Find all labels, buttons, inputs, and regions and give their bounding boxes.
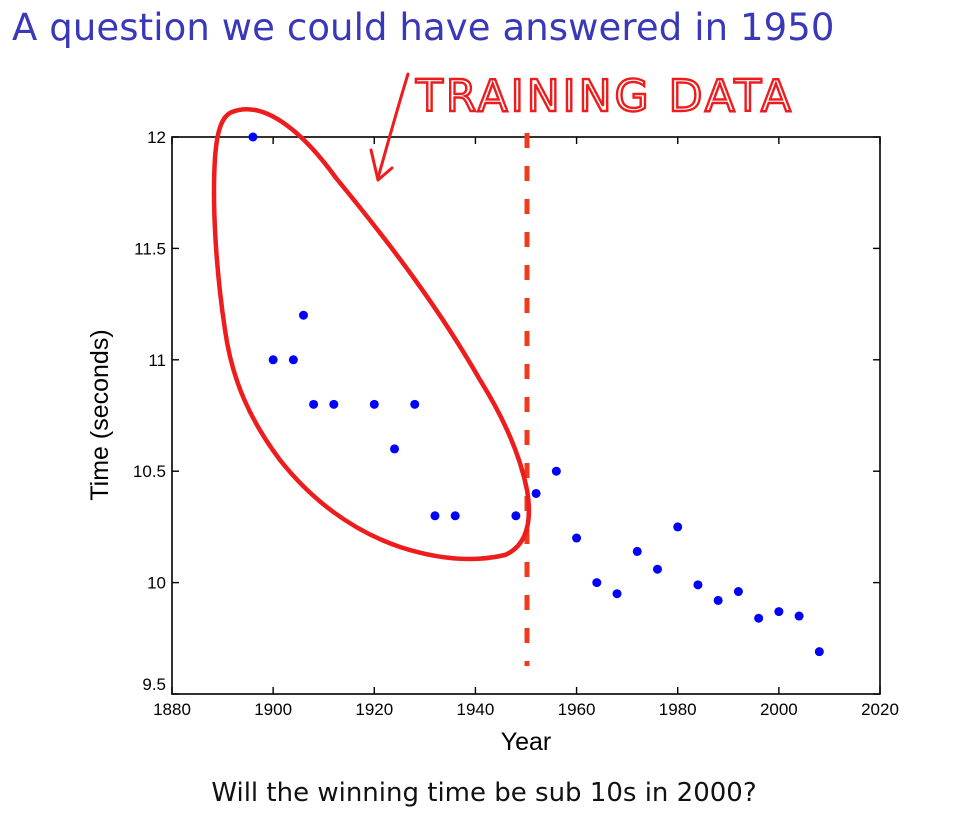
- data-point: [430, 511, 440, 521]
- data-point: [531, 488, 541, 498]
- data-point: [754, 613, 764, 623]
- x-tick-label: 1960: [558, 700, 596, 719]
- y-tick-label: 11: [148, 351, 166, 370]
- annotation-layer: TRAINING DATA: [211, 70, 794, 562]
- annotation-arrow: [376, 72, 410, 180]
- training-data-circle: [211, 107, 532, 562]
- data-point: [572, 533, 582, 543]
- data-point: [592, 578, 602, 588]
- training-data-label: TRAINING DATA: [415, 71, 794, 122]
- data-point: [309, 399, 319, 409]
- y-axis-title: Time (seconds): [86, 329, 114, 500]
- x-tick-label: 1980: [659, 700, 697, 719]
- data-point: [329, 399, 339, 409]
- data-point: [794, 611, 804, 621]
- y-tick-label: 10.5: [133, 462, 166, 481]
- data-point: [298, 310, 308, 320]
- data-point: [511, 511, 521, 521]
- data-point: [369, 399, 379, 409]
- y-tick-label: 12: [147, 128, 166, 147]
- x-tick-label: 1880: [153, 700, 191, 719]
- x-tick-label: 1900: [254, 700, 292, 719]
- axes: 1880 1900 1920 1940 1960 1980 2000 2020 9.5 10 10.…: [133, 128, 899, 719]
- data-point: [673, 522, 683, 532]
- data-point: [268, 355, 278, 365]
- y-tick-label: 11.5: [134, 239, 166, 258]
- data-point: [248, 132, 258, 142]
- data-point: [288, 355, 298, 365]
- y-tick-label: 10: [147, 574, 166, 593]
- data-point: [450, 511, 460, 521]
- plot-frame: [171, 136, 881, 695]
- data-point: [652, 564, 662, 574]
- data-point: [390, 444, 400, 454]
- y-tick-label: 9.5: [142, 675, 166, 694]
- x-tick-label: 1920: [355, 700, 393, 719]
- data-point: [733, 587, 743, 597]
- data-point: [612, 589, 622, 599]
- data-point: [410, 399, 420, 409]
- x-tick-label: 2020: [861, 700, 899, 719]
- data-point: [774, 607, 784, 617]
- annotation-arrowhead: [369, 148, 394, 182]
- x-tick-label: 2000: [760, 700, 798, 719]
- data-point: [713, 595, 723, 605]
- x-axis-title: Year: [501, 728, 552, 756]
- data-point: [632, 546, 642, 556]
- data-point: [814, 647, 824, 657]
- x-tick-label: 1940: [457, 700, 495, 719]
- data-points: [248, 132, 824, 666]
- data-point: [693, 580, 703, 590]
- slide-caption: Will the winning time be sub 10s in 2000…: [211, 778, 757, 808]
- data-point: [551, 466, 561, 476]
- slide-title: A question we could have answered in 195…: [12, 6, 835, 49]
